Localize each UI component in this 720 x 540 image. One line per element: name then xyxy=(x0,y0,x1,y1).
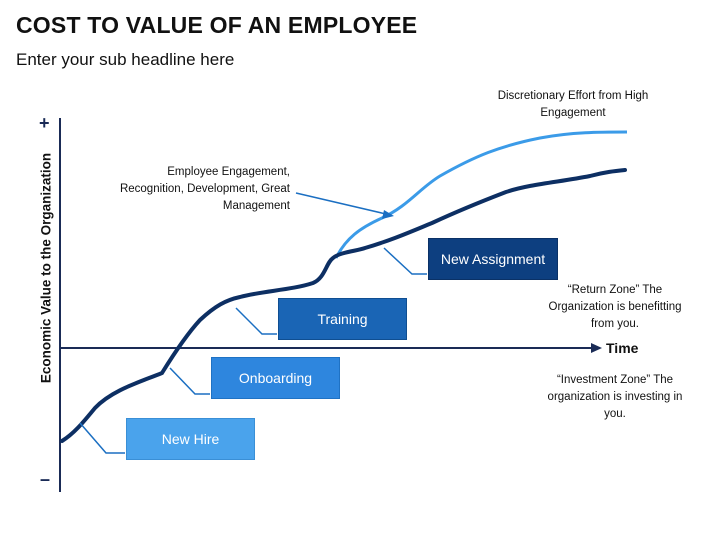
stage-box-new-assignment: New Assignment xyxy=(428,238,558,280)
leader-line-training xyxy=(235,307,277,335)
engagement-curve xyxy=(334,130,628,259)
engagement-note: Employee Engagement, Recognition, Develo… xyxy=(119,166,290,212)
leader-line-new-hire xyxy=(79,422,125,454)
engagement-arrowhead xyxy=(382,210,394,219)
stage-box-new-hire: New Hire xyxy=(126,418,255,460)
return-zone-note: “Return Zone” The Organization is benefi… xyxy=(548,284,682,330)
y-axis-plus-marker: + xyxy=(39,113,50,133)
cost-to-value-curve xyxy=(60,168,627,443)
stage-box-training: Training xyxy=(278,298,407,340)
slide-title: COST TO VALUE OF AN EMPLOYEE xyxy=(16,12,418,38)
engagement-arrow-line xyxy=(295,192,387,215)
x-axis-label: Time xyxy=(606,340,639,356)
leader-line-onboarding xyxy=(169,367,210,395)
discretionary-effort-note: Discretionary Effort from High Engagemen… xyxy=(497,90,649,119)
y-axis-label: Economic Value to the Organization xyxy=(38,152,54,384)
stage-box-onboarding: Onboarding xyxy=(211,357,340,399)
x-axis-arrowhead xyxy=(591,343,602,353)
y-axis-minus-marker: – xyxy=(40,469,51,489)
slide-subtitle: Enter your sub headline here xyxy=(16,50,235,69)
investment-zone-note: “Investment Zone” The organization is in… xyxy=(547,374,683,420)
leader-line-new-assignment xyxy=(383,247,427,275)
